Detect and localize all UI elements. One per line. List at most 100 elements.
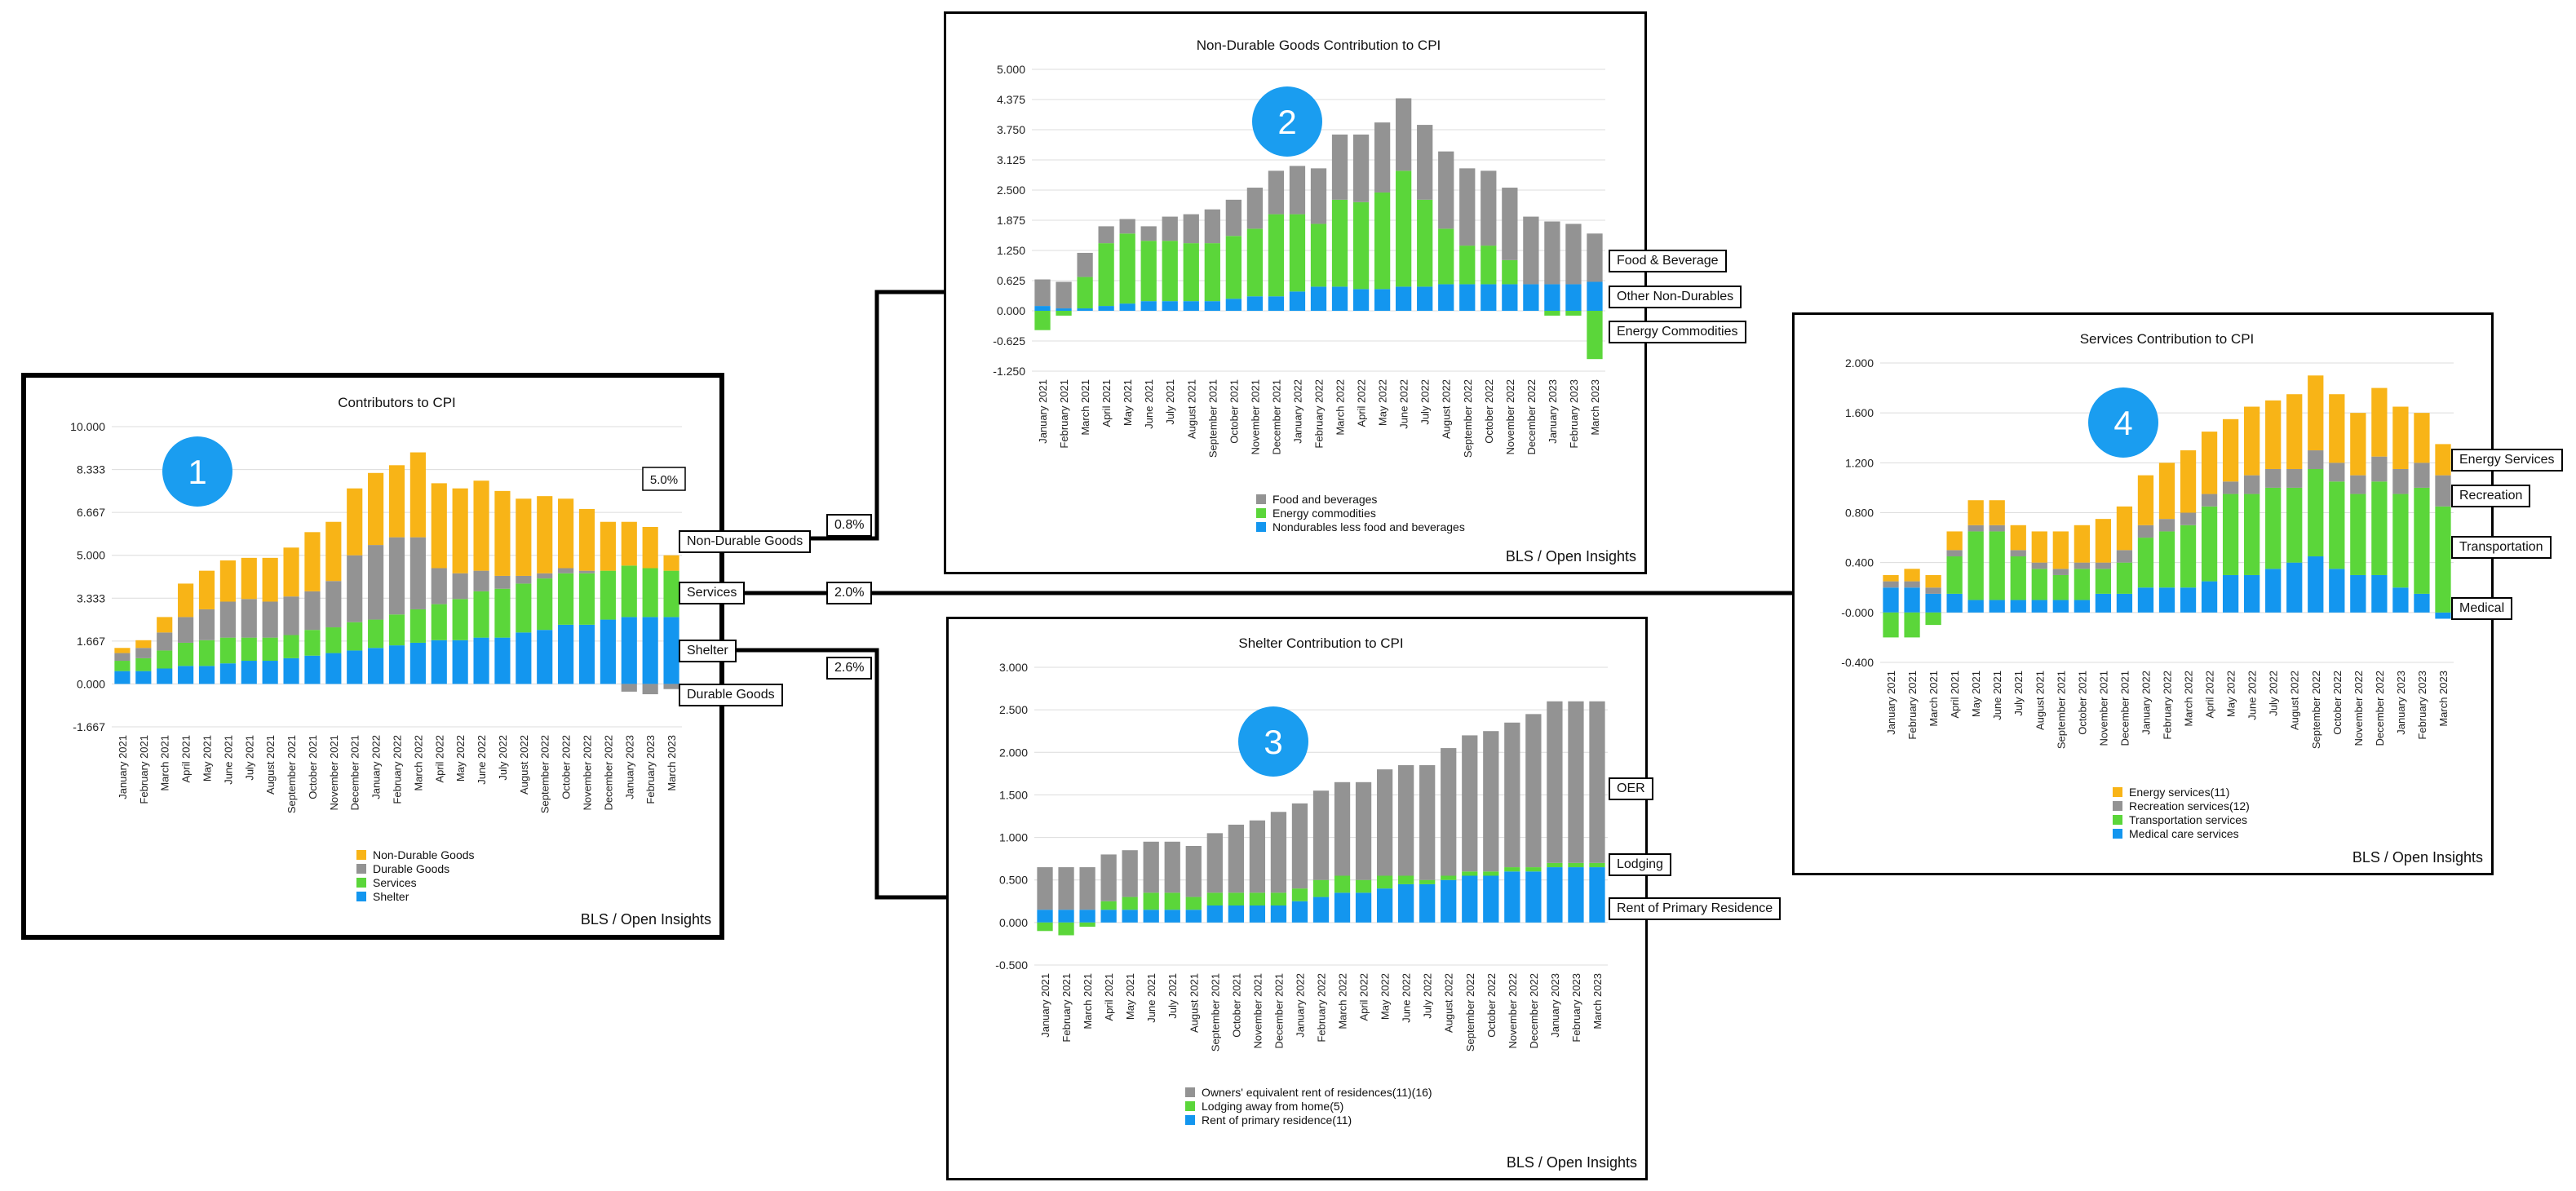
bar-segment xyxy=(1483,731,1499,872)
bar-segment xyxy=(1587,311,1603,360)
bar-segment xyxy=(135,671,152,684)
bar-segment xyxy=(600,521,616,571)
bar-segment xyxy=(1079,867,1095,910)
bar-segment xyxy=(2052,574,2069,600)
x-tick-label: June 2022 xyxy=(1401,973,1413,1023)
bar-segment xyxy=(1352,134,1370,202)
bar-segment xyxy=(516,583,532,633)
bar-segment xyxy=(1544,284,1560,311)
label-recreation: Recreation xyxy=(2451,485,2531,507)
bar-segment xyxy=(1568,701,1584,863)
label-oer: OER xyxy=(1609,777,1653,800)
bar-segment xyxy=(2010,600,2026,613)
y-tick-label: 4.375 xyxy=(997,93,1025,106)
x-tick-label: December 2022 xyxy=(1525,379,1538,455)
bar-segment xyxy=(1206,905,1223,923)
bar-segment xyxy=(1334,875,1351,893)
bar-segment xyxy=(2244,574,2260,613)
x-tick-label: August 2021 xyxy=(1185,379,1197,439)
bar-segment xyxy=(494,637,511,684)
bar-segment xyxy=(621,521,637,566)
bar-segment xyxy=(1946,556,1963,594)
contributors-panel: Contributors to CPI 10.000 8.333 6.667 5.000… xyxy=(21,373,724,940)
bar-segment xyxy=(1140,301,1157,311)
x-tick-label: February 2022 xyxy=(1316,973,1328,1043)
bar-segment xyxy=(431,568,447,604)
bar-segment xyxy=(347,488,363,556)
bar-segment xyxy=(2308,556,2324,613)
x-tick-label: December 2022 xyxy=(602,735,614,811)
bar-segment xyxy=(368,545,384,620)
bar-segment xyxy=(262,601,278,638)
chart-title: Shelter Contribution to CPI xyxy=(1238,635,1403,651)
bar-segment xyxy=(283,657,299,684)
x-tick-label: February 2023 xyxy=(1570,973,1582,1043)
x-tick-label: March 2022 xyxy=(1334,379,1347,436)
bar-segment xyxy=(241,557,257,600)
bar-segment xyxy=(1100,901,1117,910)
x-tick-label: March 2023 xyxy=(1589,379,1601,436)
bar-segment xyxy=(1228,824,1244,893)
bar-segment xyxy=(2371,574,2388,613)
bar-segment xyxy=(1544,311,1560,316)
x-tick-label: March 2021 xyxy=(1079,379,1091,436)
legend-entry: Food and beverages xyxy=(1273,493,1377,506)
bar-segment xyxy=(178,617,194,643)
bar-segment xyxy=(1143,910,1159,923)
bar-segment xyxy=(2180,525,2197,588)
legend-entry: Nondurables less food and beverages xyxy=(1273,520,1465,534)
bar-segment xyxy=(2371,481,2388,575)
x-tick-label: November 2022 xyxy=(2352,671,2365,746)
y-tick-label: 3.750 xyxy=(997,123,1025,136)
bar-segment xyxy=(178,666,194,684)
bar-segment xyxy=(2095,519,2112,563)
bar-segment xyxy=(1989,525,2005,532)
y-tick-label: 0.400 xyxy=(1845,556,1874,569)
bar-segment xyxy=(1502,284,1518,311)
bar-segment xyxy=(1185,846,1202,897)
bar-segment xyxy=(2329,569,2345,613)
legend-swatch xyxy=(356,850,366,860)
bar-segment xyxy=(1098,306,1114,311)
bar-segment xyxy=(1565,311,1582,316)
bar-segment xyxy=(663,555,679,571)
bar-segment xyxy=(1077,252,1093,277)
y-tick-label: 1.667 xyxy=(77,635,105,648)
bar-segment xyxy=(1034,279,1051,307)
bar-segment xyxy=(1587,281,1603,311)
bar-segment xyxy=(2158,463,2175,520)
x-tick-label: February 2021 xyxy=(1058,379,1070,449)
x-tick-label: June 2022 xyxy=(2246,671,2259,720)
bar-segment xyxy=(1481,246,1497,285)
legend-entry: Services xyxy=(373,876,417,889)
bar-segment xyxy=(1352,289,1370,311)
bar-segment xyxy=(1398,883,1414,923)
bar-segment xyxy=(1417,199,1433,287)
bar-segment xyxy=(1100,910,1117,923)
bar-segment xyxy=(642,527,658,569)
bar-segment xyxy=(2158,587,2175,613)
bar-segment xyxy=(1246,228,1264,297)
bar-segment xyxy=(2095,562,2112,569)
x-tick-label: September 2021 xyxy=(1209,973,1221,1052)
bar-segment xyxy=(198,609,215,640)
bar-segment xyxy=(1249,820,1266,893)
bar-segment xyxy=(2308,468,2324,557)
source-label: BLS / Open Insights xyxy=(580,911,711,928)
bar-segment xyxy=(1270,905,1287,923)
legend-entry: Energy services(11) xyxy=(2129,786,2229,799)
chart-number-label: 2 xyxy=(1277,103,1296,141)
x-tick-label: June 2021 xyxy=(1143,379,1155,429)
bar-segment xyxy=(1331,134,1348,200)
x-tick-label: November 2021 xyxy=(328,735,340,811)
bar-segment xyxy=(1058,867,1074,910)
bar-segment xyxy=(1438,151,1454,229)
x-tick-label: February 2021 xyxy=(1060,973,1073,1043)
bar-segment xyxy=(1143,841,1159,893)
bar-segment xyxy=(452,573,468,600)
x-tick-label: October 2021 xyxy=(2076,671,2088,735)
bar-segment xyxy=(2031,569,2047,600)
legend-entry: Lodging away from home(5) xyxy=(1202,1100,1343,1113)
bar-segment xyxy=(1037,867,1053,910)
y-tick-label: -1.667 xyxy=(73,720,105,733)
